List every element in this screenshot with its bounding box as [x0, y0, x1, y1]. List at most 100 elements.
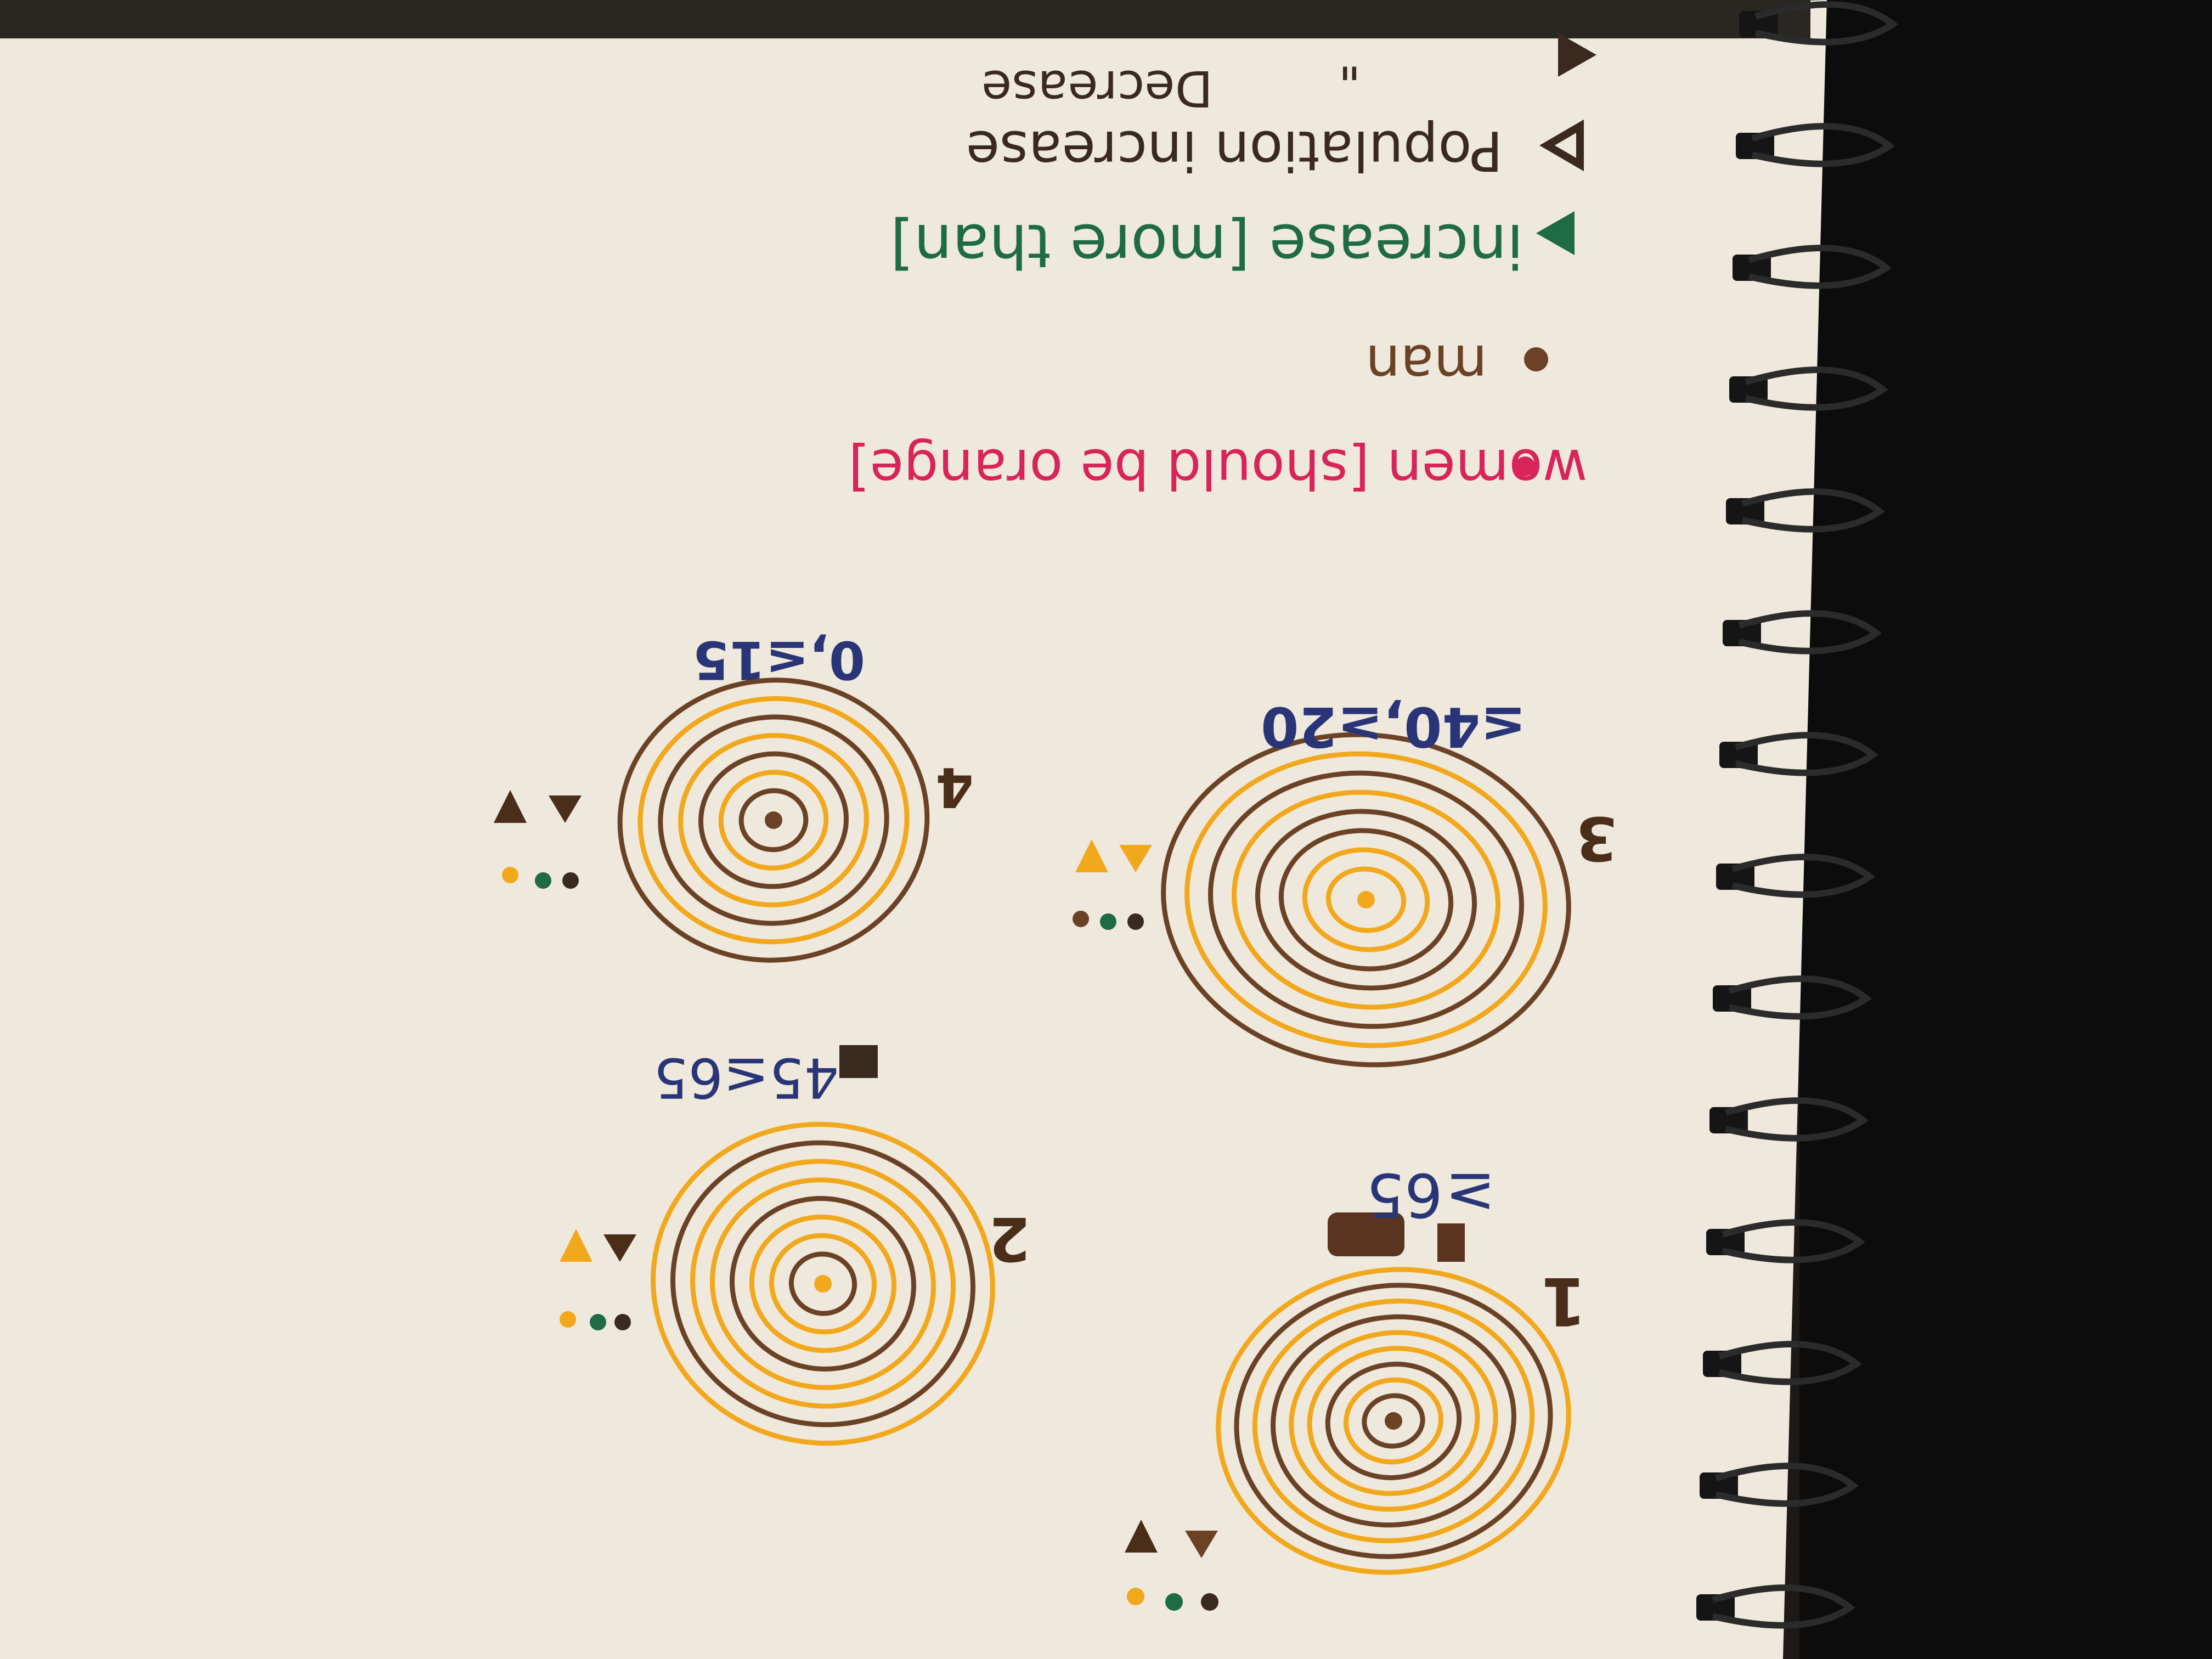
- binding-coil: [1751, 123, 1895, 167]
- concentric-rings-3: [1161, 732, 1571, 1068]
- up-triangle-icon: [1539, 119, 1584, 172]
- legend-increase-more: increase [more than]: [890, 211, 1575, 281]
- dot-icon: [535, 872, 551, 889]
- ring: [1289, 1330, 1498, 1512]
- dot-icon: [560, 1311, 576, 1328]
- binding-hole: [1716, 864, 1754, 890]
- down-triangle-icon: [1185, 1531, 1218, 1558]
- down-triangle-icon: [1558, 33, 1596, 77]
- diagram-number-1: 1: [1541, 1262, 1587, 1339]
- binding-hole: [1729, 376, 1768, 403]
- center-dot: [765, 811, 782, 829]
- dot-icon: [1073, 911, 1089, 927]
- ring: [698, 751, 849, 889]
- concentric-rings-2: [651, 1121, 995, 1446]
- dot-icon: [1201, 1593, 1218, 1611]
- ring: [651, 1121, 995, 1446]
- binding-coil: [1718, 1341, 1863, 1385]
- binding-hole: [1703, 1351, 1741, 1377]
- binding-hole: [1733, 255, 1771, 281]
- legend-ditto-mark: ": [1338, 32, 1361, 89]
- dot-icon: [502, 867, 518, 883]
- ring: [690, 1159, 956, 1409]
- dot-icon: [590, 1314, 606, 1330]
- binding-coil: [1735, 732, 1879, 776]
- binding-hole: [1739, 11, 1778, 37]
- ring: [1234, 1283, 1553, 1559]
- diagram-label-1: 65: [1366, 1160, 1443, 1230]
- center-dot: [1357, 891, 1375, 909]
- scribble-box-2: [839, 1045, 878, 1078]
- diagram-1: 1 ≥ 65: [1125, 1160, 1587, 1611]
- ring: [749, 1214, 897, 1353]
- ring: [718, 770, 829, 871]
- down-triangle-icon: [603, 1234, 636, 1262]
- ring: [670, 1140, 975, 1427]
- binding-hole: [1723, 620, 1761, 646]
- ring: [1208, 770, 1524, 1029]
- binding-coil: [1748, 245, 1892, 289]
- binding-hole: [1736, 133, 1774, 159]
- binding-coil: [1738, 610, 1882, 654]
- binding-hole: [1700, 1472, 1738, 1499]
- markers-2: [560, 1229, 636, 1330]
- ring: [738, 788, 809, 853]
- ring: [637, 696, 910, 945]
- binding-coil: [1728, 975, 1872, 1020]
- diagram-number-2: 2: [989, 1204, 1031, 1274]
- ring: [1362, 1393, 1425, 1449]
- binding-hole: [1726, 498, 1764, 524]
- up-triangle-icon: [1536, 211, 1575, 255]
- binding-coil: [1712, 1584, 1856, 1629]
- binding-hole: [1713, 985, 1751, 1012]
- ring: [1307, 1346, 1480, 1496]
- legend-increase-more-label: increase [more than]: [890, 211, 1523, 281]
- markers-3: [1073, 839, 1152, 930]
- scribble-box-1: [1328, 1212, 1404, 1256]
- ring: [1252, 1299, 1535, 1543]
- diagram-label-4: 0,≤15: [693, 629, 865, 690]
- legend-decrease-label: Decrease: [981, 59, 1213, 117]
- ring: [658, 714, 889, 926]
- ring: [1302, 847, 1430, 952]
- scribble-mark-1: [1437, 1223, 1465, 1262]
- down-triangle-icon: [1119, 845, 1152, 872]
- legend-decrease: " Decrease: [981, 32, 1596, 117]
- paper-top-edge: [0, 0, 1810, 38]
- markers-1: [1125, 1520, 1218, 1611]
- ring: [1325, 1362, 1462, 1480]
- legend-man: man: [1365, 332, 1548, 397]
- concentric-rings-4: [617, 678, 930, 963]
- dot-icon: [1524, 347, 1548, 371]
- legend: women [should be orange] man increase [m…: [849, 32, 1596, 501]
- binding-hole: [1719, 742, 1758, 768]
- diagram-4: 4 0,≤15: [494, 629, 974, 963]
- up-triangle-icon: [494, 790, 527, 823]
- diagram-number-3: 3: [1576, 803, 1618, 873]
- binding-coil: [1725, 1097, 1869, 1142]
- desk-shadow: [1799, 0, 2212, 1659]
- spiral-binding: [1696, 1, 1899, 1629]
- ring: [1278, 828, 1454, 972]
- ring: [709, 1177, 936, 1390]
- ring: [1255, 809, 1477, 991]
- binding-hole: [1709, 1107, 1748, 1133]
- legend-man-label: man: [1365, 332, 1487, 397]
- legend-women-label: women [should be orange]: [849, 437, 1588, 501]
- binding-hole: [1696, 1594, 1735, 1621]
- ring: [678, 733, 869, 907]
- legend-women: women [should be orange]: [849, 437, 1588, 501]
- up-triangle-icon: [560, 1229, 592, 1262]
- binding-hole: [1706, 1229, 1745, 1255]
- diagram-label-3: ≤40,≥20: [1261, 695, 1526, 759]
- diagram-label-prefix-1: ≥: [1445, 1160, 1496, 1230]
- diagram-label-2: 45≤65: [653, 1046, 839, 1110]
- legend-population-increase: Population increase: [966, 119, 1584, 183]
- ring: [788, 1251, 857, 1316]
- ring: [1325, 866, 1407, 933]
- dot-icon: [1100, 913, 1116, 930]
- ring: [1271, 1314, 1516, 1528]
- dot-icon: [562, 872, 579, 889]
- ring: [1161, 732, 1571, 1068]
- binding-coil: [1731, 854, 1876, 898]
